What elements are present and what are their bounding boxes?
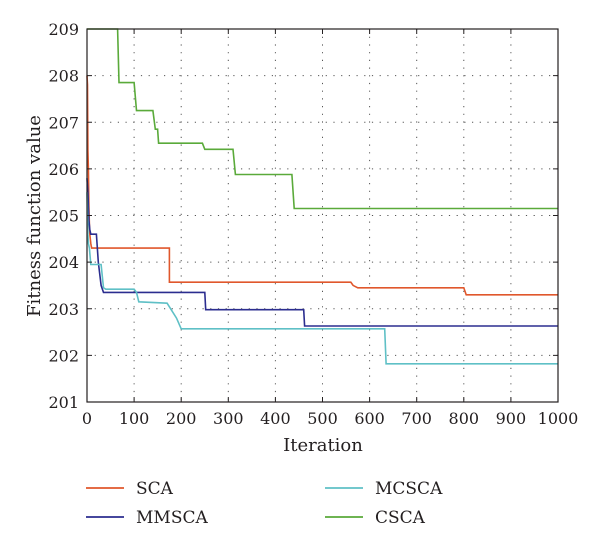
x-tick-label: 200 <box>166 409 197 428</box>
series-line-mmsca <box>86 178 558 327</box>
series-line-mcsca <box>86 192 558 365</box>
y-axis-title: Fitness function value <box>24 115 45 317</box>
y-tick-label: 207 <box>48 113 79 132</box>
tick-labels: 0 100 200 300 400 500 600 700 800 900 1000 201 202 20… <box>48 20 578 428</box>
y-tick-label: 203 <box>48 300 79 319</box>
x-tick-label: 300 <box>213 409 244 428</box>
x-axis-title: Iteration <box>283 435 363 456</box>
x-tick-label: 0 <box>82 409 92 428</box>
y-tick-label: 209 <box>48 20 79 39</box>
y-tick-label: 205 <box>48 207 79 226</box>
series-line-csca <box>87 28 558 210</box>
x-tick-label: 1000 <box>538 409 579 428</box>
y-tick-label: 202 <box>48 346 79 365</box>
x-tick-label: 900 <box>496 409 527 428</box>
legend-label-mmsca: MMSCA <box>136 508 208 528</box>
plot-frame <box>86 28 559 403</box>
legend: SCA MMSCA MCSCA CSCA <box>86 479 443 528</box>
x-tick-label: 100 <box>119 409 150 428</box>
x-tick-label: 700 <box>401 409 432 428</box>
y-tick-label: 204 <box>48 253 79 272</box>
x-tick-label: 400 <box>260 409 291 428</box>
ticks <box>86 28 559 403</box>
legend-label-mcsca: MCSCA <box>375 479 443 499</box>
y-tick-label: 201 <box>48 393 79 412</box>
x-tick-label: 500 <box>307 409 338 428</box>
series-lines <box>86 28 558 365</box>
legend-label-csca: CSCA <box>375 508 426 528</box>
x-tick-label: 600 <box>354 409 385 428</box>
x-tick-label: 800 <box>449 409 480 428</box>
series-line-sca <box>86 75 558 296</box>
y-tick-label: 208 <box>48 67 79 86</box>
legend-label-sca: SCA <box>136 479 174 499</box>
y-tick-label: 206 <box>48 160 79 179</box>
grid <box>87 29 558 402</box>
